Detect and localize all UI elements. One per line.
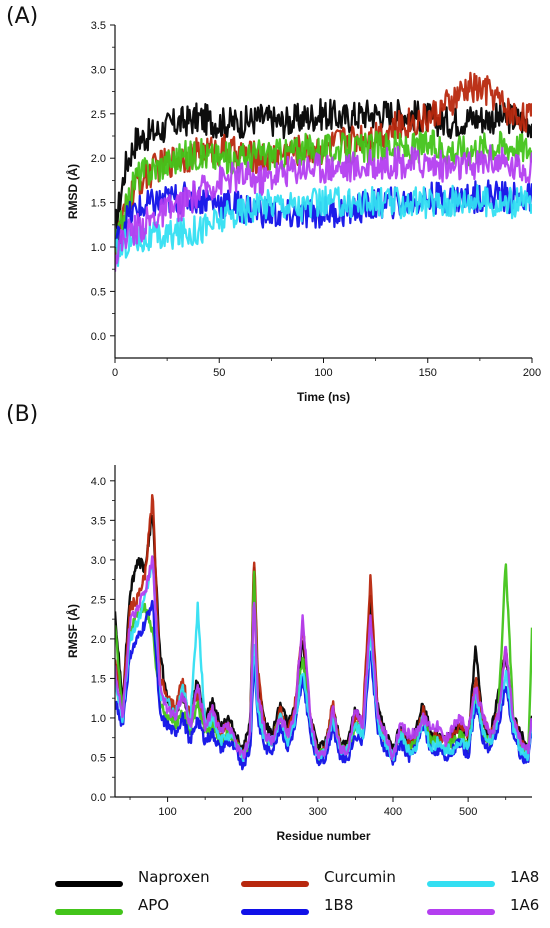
y-axis-title: RMSF (Å) — [65, 604, 80, 658]
y-tick-label: 3.5 — [91, 515, 106, 527]
series-line-1a8 — [115, 563, 532, 762]
series-line-1a8 — [115, 184, 532, 267]
x-tick-label: 100 — [158, 806, 176, 818]
x-tick-label: 100 — [314, 367, 332, 379]
panel-label-a: (A) — [6, 4, 39, 29]
y-tick-label: 1.5 — [91, 198, 106, 210]
legend-label-1a8: 1A8 — [510, 868, 539, 886]
x-tick-label: 400 — [384, 806, 402, 818]
series-line-1b8 — [115, 179, 532, 252]
series-line-1b8 — [115, 599, 532, 771]
y-tick-label: 1.0 — [91, 713, 106, 725]
x-tick-label: 150 — [419, 367, 437, 379]
legend-label-naproxen: Naproxen — [138, 868, 210, 886]
y-tick-label: 2.0 — [91, 634, 106, 646]
x-tick-label: 200 — [523, 367, 541, 379]
y-tick-label: 1.5 — [91, 673, 106, 685]
rmsf-chart: 0.0 0.5 1.0 1.5 2.0 2.5 3.0 3.5 4.0 100 200 300 400 5… — [65, 465, 532, 843]
legend: Naproxen Curcumin 1A8 APO 1B8 1A6 — [55, 868, 539, 915]
x-tick-label: 50 — [213, 367, 225, 379]
y-tick-label: 2.5 — [91, 594, 106, 606]
y-tick-label: 0.5 — [91, 286, 106, 298]
plot-area — [115, 71, 532, 272]
legend-label-1a6: 1A6 — [510, 896, 539, 914]
y-axis-title: RMSD (Å) — [65, 164, 80, 219]
legend-label-apo: APO — [138, 896, 169, 914]
x-axis-title: Time (ns) — [297, 390, 350, 404]
y-tick-label: 3.0 — [91, 64, 106, 76]
series-line-naproxen — [115, 98, 532, 233]
series-line-1a6 — [115, 144, 532, 272]
x-tick-label: 0 — [112, 367, 118, 379]
y-tick-label: 2.0 — [91, 153, 106, 165]
y-tick-label: 0.0 — [91, 331, 106, 343]
x-tick-label: 200 — [234, 806, 252, 818]
series-line-curcumin — [115, 494, 532, 762]
y-tick-label: 4.0 — [91, 476, 106, 488]
y-tick-label: 3.5 — [91, 20, 106, 32]
plot-area — [115, 494, 532, 771]
series-line-1a6 — [115, 555, 532, 761]
y-tick-label: 3.0 — [91, 555, 106, 567]
y-tick-label: 1.0 — [91, 242, 106, 254]
y-tick-label: 2.5 — [91, 109, 106, 121]
x-tick-label: 300 — [309, 806, 327, 818]
rmsd-chart: 0.0 0.5 1.0 1.5 2.0 2.5 3.0 3.5 0 50 100 150 200 Time… — [65, 20, 541, 404]
x-tick-label: 500 — [459, 806, 477, 818]
x-axis-title: Residue number — [276, 829, 370, 843]
y-tick-label: 0.5 — [91, 752, 106, 764]
panel-label-b: (B) — [6, 402, 39, 427]
y-tick-label: 0.0 — [91, 792, 106, 804]
legend-label-curcumin: Curcumin — [324, 868, 396, 886]
legend-label-1b8: 1B8 — [324, 896, 353, 914]
